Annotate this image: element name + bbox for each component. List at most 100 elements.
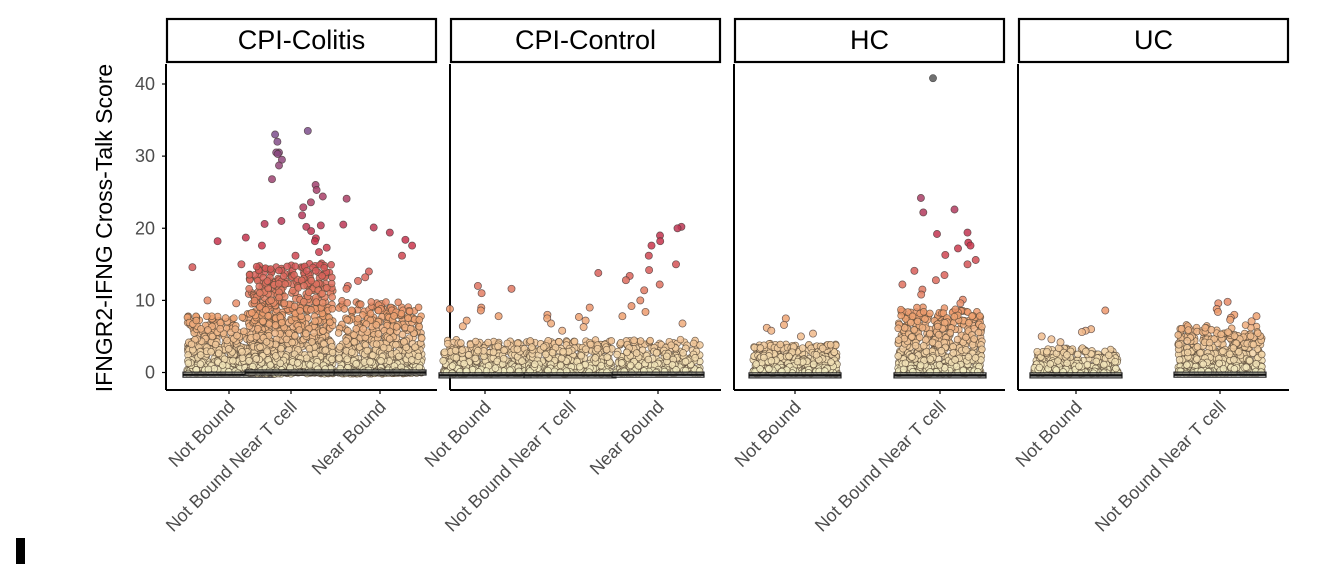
data-point xyxy=(232,299,241,308)
facet-title: HC xyxy=(850,25,889,55)
point-group xyxy=(611,222,705,378)
data-point xyxy=(271,329,279,337)
data-point xyxy=(673,224,682,233)
data-point xyxy=(894,324,902,333)
data-point xyxy=(415,322,424,331)
data-point xyxy=(278,318,286,327)
data-point xyxy=(322,243,331,252)
facet-title: CPI-Control xyxy=(515,25,656,55)
data-point xyxy=(328,305,337,313)
data-point xyxy=(233,331,241,340)
data-point xyxy=(916,361,925,370)
data-point xyxy=(288,338,296,347)
data-point xyxy=(689,339,698,348)
data-point xyxy=(476,306,485,315)
data-point xyxy=(196,351,205,359)
data-point xyxy=(894,336,903,344)
data-point xyxy=(781,314,790,323)
data-point xyxy=(916,194,925,202)
data-point xyxy=(326,318,334,327)
data-point xyxy=(679,349,687,357)
data-point xyxy=(290,302,299,311)
data-point xyxy=(264,312,272,320)
data-point xyxy=(946,329,955,337)
data-point xyxy=(915,333,924,342)
data-point xyxy=(342,284,351,293)
data-point xyxy=(407,356,416,364)
data-point xyxy=(965,319,973,327)
data-point xyxy=(765,365,773,373)
data-point xyxy=(556,361,565,370)
data-point xyxy=(385,335,394,343)
data-point xyxy=(579,323,588,332)
data-point xyxy=(320,340,328,348)
data-point xyxy=(379,343,388,352)
data-point xyxy=(340,305,349,313)
data-point xyxy=(298,211,307,220)
data-point xyxy=(780,320,788,329)
data-point xyxy=(299,203,308,212)
data-point xyxy=(275,161,283,170)
data-point xyxy=(646,336,654,345)
data-point xyxy=(307,306,315,314)
data-point xyxy=(499,354,508,363)
data-point xyxy=(397,309,406,318)
data-point xyxy=(445,305,454,313)
data-point xyxy=(310,237,319,246)
data-point xyxy=(295,326,304,334)
data-point xyxy=(591,354,600,362)
data-point xyxy=(237,260,246,269)
y-tick-label: 0 xyxy=(145,363,155,383)
data-point xyxy=(910,326,918,334)
data-point xyxy=(951,356,959,364)
data-point xyxy=(319,327,327,335)
data-point xyxy=(277,344,285,353)
data-point xyxy=(271,321,280,329)
data-point xyxy=(342,337,350,345)
data-point xyxy=(257,241,266,250)
data-point xyxy=(644,355,653,364)
data-point xyxy=(603,353,611,361)
data-point xyxy=(494,342,502,351)
data-point xyxy=(408,241,417,250)
data-point xyxy=(1083,360,1092,369)
data-point xyxy=(273,137,282,146)
y-tick-label: 20 xyxy=(135,218,155,238)
data-point xyxy=(484,338,492,347)
data-point xyxy=(241,233,250,242)
data-point xyxy=(204,326,212,334)
data-point xyxy=(256,289,264,297)
data-point xyxy=(275,266,283,275)
data-point xyxy=(557,354,566,363)
data-point xyxy=(218,361,227,369)
data-point xyxy=(471,337,480,346)
data-point xyxy=(256,343,264,351)
y-axis-label: IFNGR2-IFNG Cross-Talk Score xyxy=(91,64,117,392)
data-point xyxy=(978,345,986,354)
data-point xyxy=(248,309,256,317)
data-point xyxy=(963,260,972,269)
data-point xyxy=(1111,357,1119,366)
data-point xyxy=(266,265,275,273)
data-point xyxy=(607,337,616,345)
data-point xyxy=(809,329,817,338)
data-point xyxy=(208,332,217,341)
data-point xyxy=(793,357,802,366)
data-point xyxy=(752,360,760,368)
data-point xyxy=(404,314,412,322)
data-point xyxy=(347,306,356,315)
data-point xyxy=(526,337,535,345)
data-point xyxy=(826,341,835,349)
data-point xyxy=(464,351,473,359)
data-point xyxy=(785,352,793,361)
data-point xyxy=(655,280,664,289)
data-point xyxy=(645,266,654,275)
data-point xyxy=(267,296,275,305)
data-point xyxy=(352,325,360,333)
data-point xyxy=(240,327,248,336)
data-point xyxy=(663,352,671,361)
data-point xyxy=(348,348,356,356)
data-point xyxy=(352,360,360,368)
data-point xyxy=(312,298,321,306)
